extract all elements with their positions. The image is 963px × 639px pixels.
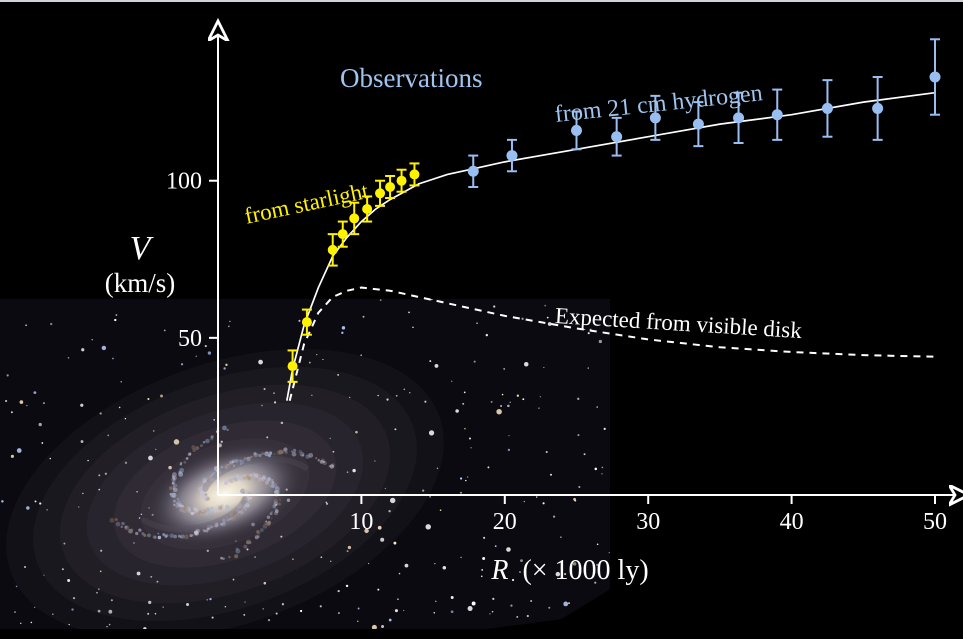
x-axis-label: R (× 1000 ly) <box>420 555 720 587</box>
chart-svg: 10 20 30 40 50 50 100 <box>0 0 963 639</box>
svg-text:30: 30 <box>636 509 660 535</box>
y-axis-symbol: V <box>85 230 195 268</box>
svg-text:10: 10 <box>349 509 373 535</box>
svg-text:40: 40 <box>780 509 804 535</box>
chart-container: { "canvas": { "width": 963, "height": 63… <box>0 0 963 639</box>
svg-text:50: 50 <box>178 326 202 352</box>
svg-text:20: 20 <box>493 509 517 535</box>
annotation-observations: Observations <box>340 63 482 94</box>
svg-text:50: 50 <box>923 509 947 535</box>
y-axis-unit: (km/s) <box>85 268 195 299</box>
svg-text:100: 100 <box>166 169 202 195</box>
y-axis-label: V (km/s) <box>85 230 195 299</box>
x-axis-text: R (× 1000 ly) <box>491 555 648 586</box>
